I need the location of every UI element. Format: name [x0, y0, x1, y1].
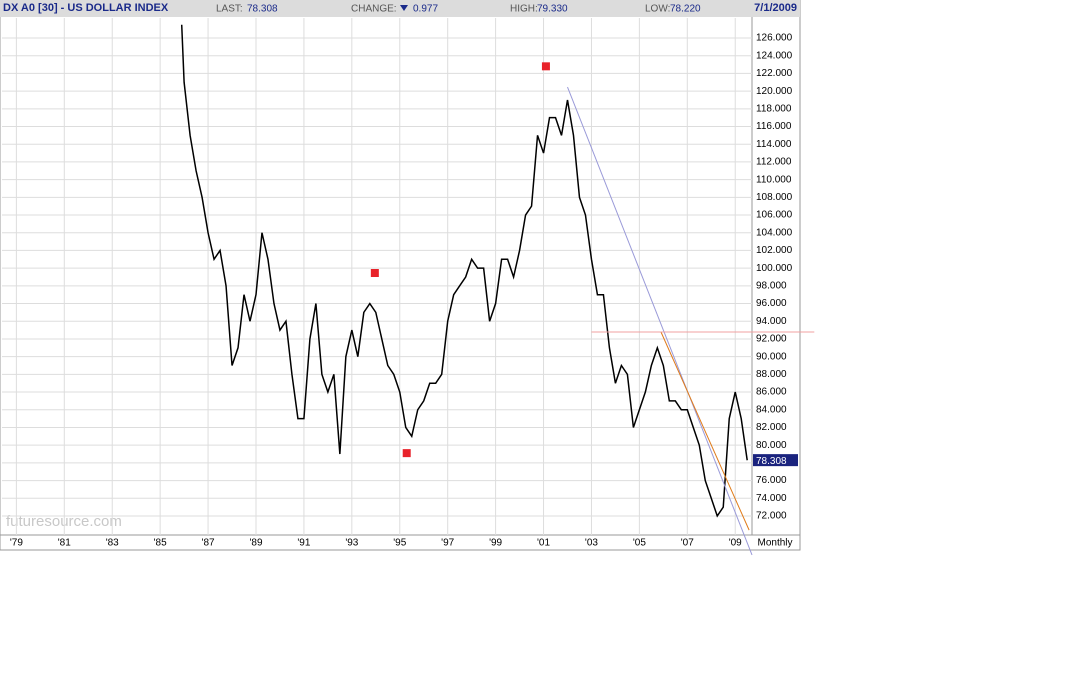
- current-price: 78.308: [756, 456, 787, 467]
- y-tick-label: 122.000: [756, 68, 793, 79]
- x-tick-label: '03: [585, 538, 598, 549]
- last: 78.308: [247, 4, 278, 15]
- marker: [541, 62, 550, 71]
- x-tick-label: '95: [393, 538, 406, 549]
- high: 79.330: [537, 4, 568, 15]
- y-tick-label: 94.000: [756, 316, 787, 327]
- y-tick-label: 74.000: [756, 493, 787, 504]
- y-tick-label: 96.000: [756, 298, 787, 309]
- trend-line: [660, 331, 750, 531]
- last-label: LAST:: [216, 4, 243, 15]
- frequency: Monthly: [757, 538, 792, 549]
- date: 7/1/2009: [754, 2, 797, 14]
- y-tick-label: 84.000: [756, 404, 787, 415]
- y-tick-label: 126.000: [756, 33, 793, 44]
- x-tick-label: '09: [729, 538, 742, 549]
- x-tick-label: '05: [633, 538, 646, 549]
- current-price-box: [753, 454, 798, 467]
- x-tick-label: '79: [10, 538, 23, 549]
- low: 78.220: [670, 4, 701, 15]
- y-tick-label: 98.000: [756, 280, 787, 291]
- marker: [370, 269, 379, 278]
- x-tick-label: '01: [537, 538, 550, 549]
- x-tick-label: '99: [489, 538, 502, 549]
- y-tick-label: 92.000: [756, 334, 787, 345]
- y-tick-label: 100.000: [756, 263, 793, 274]
- change: 0.977: [413, 4, 438, 15]
- y-tick-label: 72.000: [756, 511, 787, 522]
- y-tick-label: 110.000: [756, 174, 792, 185]
- symbol: DX A0 [30] - US DOLLAR INDEX: [3, 2, 169, 14]
- header-bar: [0, 0, 800, 17]
- y-tick-label: 76.000: [756, 475, 787, 486]
- x-tick-label: '85: [154, 538, 167, 549]
- trend-line: [567, 86, 753, 556]
- change-label: CHANGE:: [351, 4, 397, 15]
- x-tick-label: '87: [202, 538, 215, 549]
- y-tick-label: 114.000: [756, 139, 792, 150]
- y-tick-label: 90.000: [756, 351, 787, 362]
- x-tick-label: '93: [345, 538, 358, 549]
- y-tick-label: 124.000: [756, 50, 793, 61]
- x-tick-label: '81: [58, 538, 71, 549]
- x-tick-label: '83: [106, 538, 119, 549]
- y-tick-label: 116.000: [756, 121, 792, 132]
- x-tick-label: '97: [441, 538, 454, 549]
- high-label: HIGH:: [510, 4, 538, 15]
- y-tick-label: 104.000: [756, 227, 793, 238]
- y-tick-label: 118.000: [756, 103, 792, 114]
- low-label: LOW:: [645, 4, 670, 15]
- y-tick-label: 112.000: [756, 157, 792, 168]
- y-tick-label: 102.000: [756, 245, 793, 256]
- down-arrow: [400, 5, 408, 11]
- y-tick-label: 82.000: [756, 422, 787, 433]
- y-tick-label: 120.000: [756, 86, 793, 97]
- price-line: [180, 24, 748, 518]
- y-tick-label: 106.000: [756, 210, 793, 221]
- y-tick-label: 108.000: [756, 192, 793, 203]
- y-tick-label: 80.000: [756, 440, 787, 451]
- y-tick-label: 88.000: [756, 369, 787, 380]
- x-tick-label: '91: [297, 538, 310, 549]
- x-tick-label: '89: [249, 538, 262, 549]
- x-tick-label: '07: [681, 538, 694, 549]
- marker: [402, 449, 411, 458]
- y-tick-label: 86.000: [756, 387, 787, 398]
